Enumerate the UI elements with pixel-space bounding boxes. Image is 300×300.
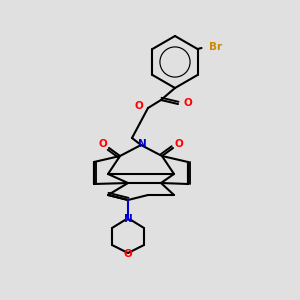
Text: O: O [134, 101, 143, 111]
Text: O: O [124, 249, 132, 259]
Text: O: O [175, 139, 183, 149]
Text: O: O [183, 98, 192, 108]
Text: N: N [138, 139, 146, 149]
Text: O: O [99, 139, 107, 149]
Text: N: N [124, 214, 132, 224]
Text: Br: Br [208, 42, 222, 52]
